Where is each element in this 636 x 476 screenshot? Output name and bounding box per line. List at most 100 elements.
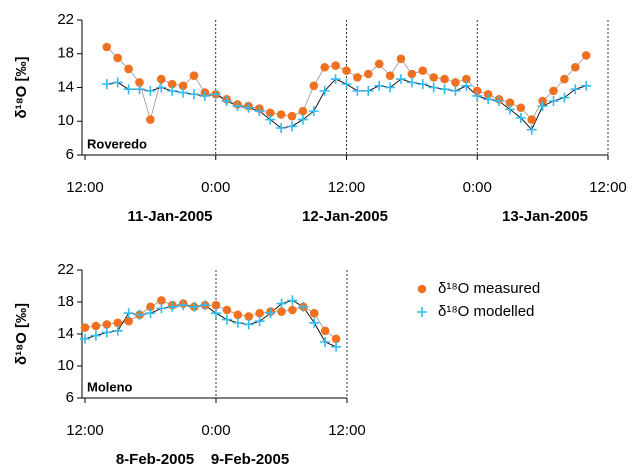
- y-tick-label: 14: [57, 325, 74, 342]
- measured-point: [255, 308, 264, 318]
- x-tick-label: 12:00: [328, 422, 366, 439]
- date-label: 9-Feb-2005: [211, 451, 289, 468]
- measured-point: [331, 334, 341, 344]
- measured-point: [429, 73, 438, 82]
- modelled-point: [417, 307, 427, 317]
- modelled-point: [145, 85, 156, 96]
- measured-point: [113, 53, 122, 63]
- y-axis-label: δ¹⁸O [‰]: [13, 303, 30, 365]
- measured-point: [309, 308, 319, 318]
- measured-point: [309, 81, 319, 91]
- x-tick-label: 0:00: [201, 179, 230, 196]
- modelled-point: [309, 317, 320, 328]
- measured-point: [244, 312, 254, 321]
- modelled-point: [297, 114, 308, 125]
- measured-point: [527, 115, 537, 124]
- measured-point: [571, 62, 580, 72]
- modelled-point: [123, 308, 134, 319]
- measured-point: [124, 64, 133, 74]
- measured-point: [189, 71, 199, 80]
- modelled-point: [80, 333, 90, 344]
- y-tick-label: 18: [57, 45, 74, 62]
- measured-point: [462, 74, 471, 84]
- modelled-point: [221, 96, 232, 106]
- modelled-point: [211, 308, 221, 319]
- modelled-point: [526, 124, 537, 135]
- measured-point: [516, 103, 526, 113]
- measured-point: [233, 310, 243, 320]
- measured-point: [80, 323, 90, 332]
- x-tick-label: 0:00: [463, 179, 492, 196]
- modelled-point: [559, 92, 570, 103]
- modelled-point: [156, 303, 167, 314]
- measured-point: [146, 115, 155, 124]
- modelled-point: [287, 121, 298, 132]
- y-tick-label: 10: [57, 357, 74, 374]
- measured-point: [113, 318, 123, 328]
- measured-point: [135, 78, 144, 87]
- series-line: [84, 299, 337, 348]
- measured-point: [407, 69, 417, 79]
- modelled-point: [265, 308, 276, 319]
- measured-point: [276, 110, 286, 119]
- modelled-point: [188, 89, 199, 100]
- y-tick-label: 22: [57, 11, 74, 28]
- modelled-point: [101, 327, 112, 338]
- modelled-point: [178, 300, 189, 311]
- modelled-point: [548, 96, 559, 106]
- modelled-point: [156, 82, 167, 93]
- legend-label: δ¹⁸O measured: [438, 280, 540, 297]
- measured-point: [363, 69, 373, 79]
- modelled-point: [221, 314, 232, 325]
- modelled-point: [265, 114, 276, 125]
- measured-point: [156, 74, 166, 84]
- modelled-point: [537, 101, 548, 112]
- modelled-point: [90, 330, 101, 341]
- modelled-point: [298, 301, 309, 312]
- x-tick-label: 12:00: [589, 179, 627, 196]
- measured-point: [483, 89, 493, 99]
- measured-point: [417, 284, 427, 294]
- measured-point: [102, 320, 112, 329]
- modelled-point: [450, 85, 461, 96]
- modelled-point: [232, 101, 243, 112]
- modelled-point: [504, 104, 515, 115]
- legend-label: δ¹⁸O modelled: [438, 303, 534, 320]
- measured-point: [124, 316, 133, 326]
- measured-point: [331, 61, 340, 70]
- modelled-point: [331, 341, 342, 352]
- y-tick-label: 10: [57, 112, 74, 129]
- modelled-point: [200, 300, 211, 311]
- panel-label: Moleno: [87, 379, 133, 394]
- measured-point: [265, 108, 275, 118]
- measured-point: [353, 73, 362, 82]
- modelled-point: [178, 87, 189, 98]
- measured-point: [320, 326, 330, 336]
- measured-point: [211, 300, 221, 310]
- modelled-point: [101, 79, 112, 90]
- modelled-point: [243, 319, 254, 330]
- y-tick-label: 22: [57, 261, 74, 278]
- date-label: 12-Jan-2005: [302, 208, 388, 225]
- panel-label: Roveredo: [87, 136, 147, 151]
- measured-point: [418, 66, 428, 75]
- modelled-point: [276, 298, 287, 309]
- measured-point: [146, 302, 155, 312]
- modelled-point: [395, 74, 406, 85]
- x-tick-label: 12:00: [66, 422, 104, 439]
- modelled-point: [112, 325, 123, 336]
- measured-point: [440, 74, 449, 84]
- y-tick-label: 6: [66, 389, 74, 406]
- measured-point: [298, 106, 308, 116]
- measured-point: [178, 81, 188, 91]
- modelled-point: [319, 85, 330, 96]
- modelled-point: [167, 301, 178, 312]
- modelled-point: [428, 82, 439, 93]
- date-label: 11-Jan-2005: [127, 208, 212, 225]
- x-tick-label: 12:00: [328, 179, 366, 196]
- measured-point: [222, 305, 232, 315]
- modelled-point: [210, 89, 221, 100]
- modelled-point: [199, 90, 210, 101]
- measured-point: [342, 66, 351, 75]
